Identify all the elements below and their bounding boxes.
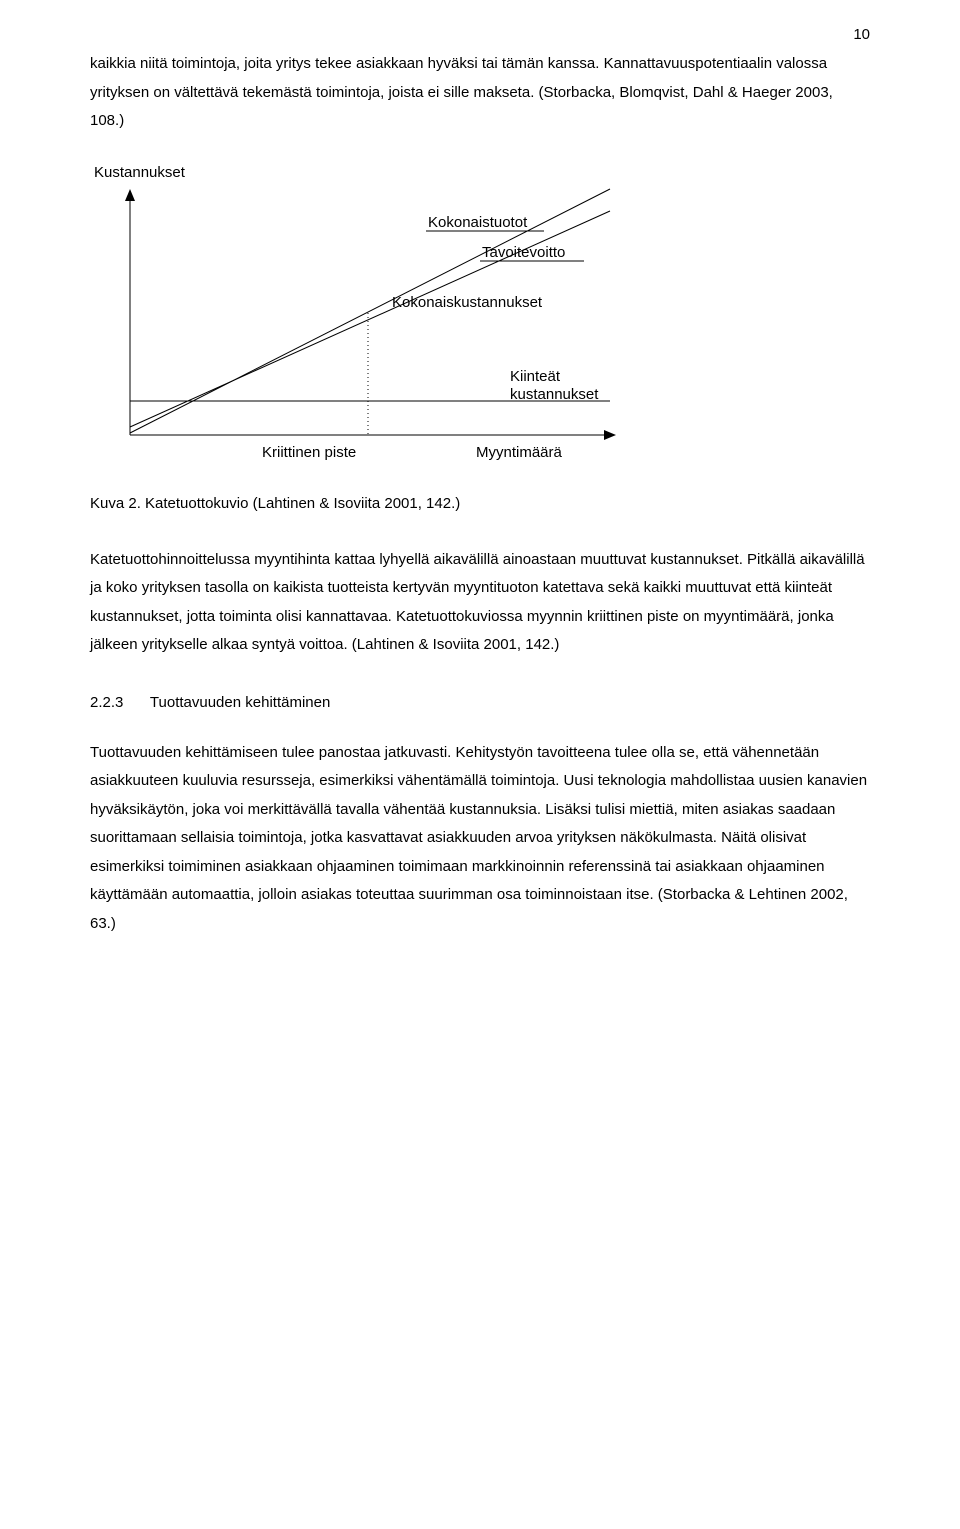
section-heading: 2.2.3 Tuottavuuden kehittäminen [90,694,870,711]
label-kokonaiskustannukset: Kokonaiskustannukset [392,294,543,311]
paragraph-2: Katetuottohinnoittelussa myyntihinta kat… [90,546,870,660]
section-number: 2.2.3 [90,694,146,711]
label-myyntimaara: Myyntimäärä [476,444,563,461]
label-tavoitevoitto: Tavoitevoitto [482,244,565,261]
x-axis-arrow [604,430,616,440]
label-kiinteat: Kiinteät [510,368,561,385]
page-number: 10 [853,26,870,43]
figure-caption: Kuva 2. Katetuottokuvio (Lahtinen & Isov… [90,495,870,512]
chart-container: Kustannukset Kokonaistuotot Tavoitevoitt… [90,164,870,475]
break-even-chart: Kokonaistuotot Tavoitevoitto Kokonaiskus… [90,185,650,475]
paragraph-3: Tuottavuuden kehittämiseen tulee panosta… [90,739,870,939]
paragraph-1: kaikkia niitä toimintoja, joita yritys t… [90,50,870,136]
y-axis-arrow [125,189,135,201]
chart-y-axis-label: Kustannukset [94,164,870,181]
label-kriittinen-piste: Kriittinen piste [262,444,356,461]
section-title: Tuottavuuden kehittäminen [150,694,330,711]
label-kokonaistuotot: Kokonaistuotot [428,214,528,231]
label-kustannukset: kustannukset [510,386,599,403]
